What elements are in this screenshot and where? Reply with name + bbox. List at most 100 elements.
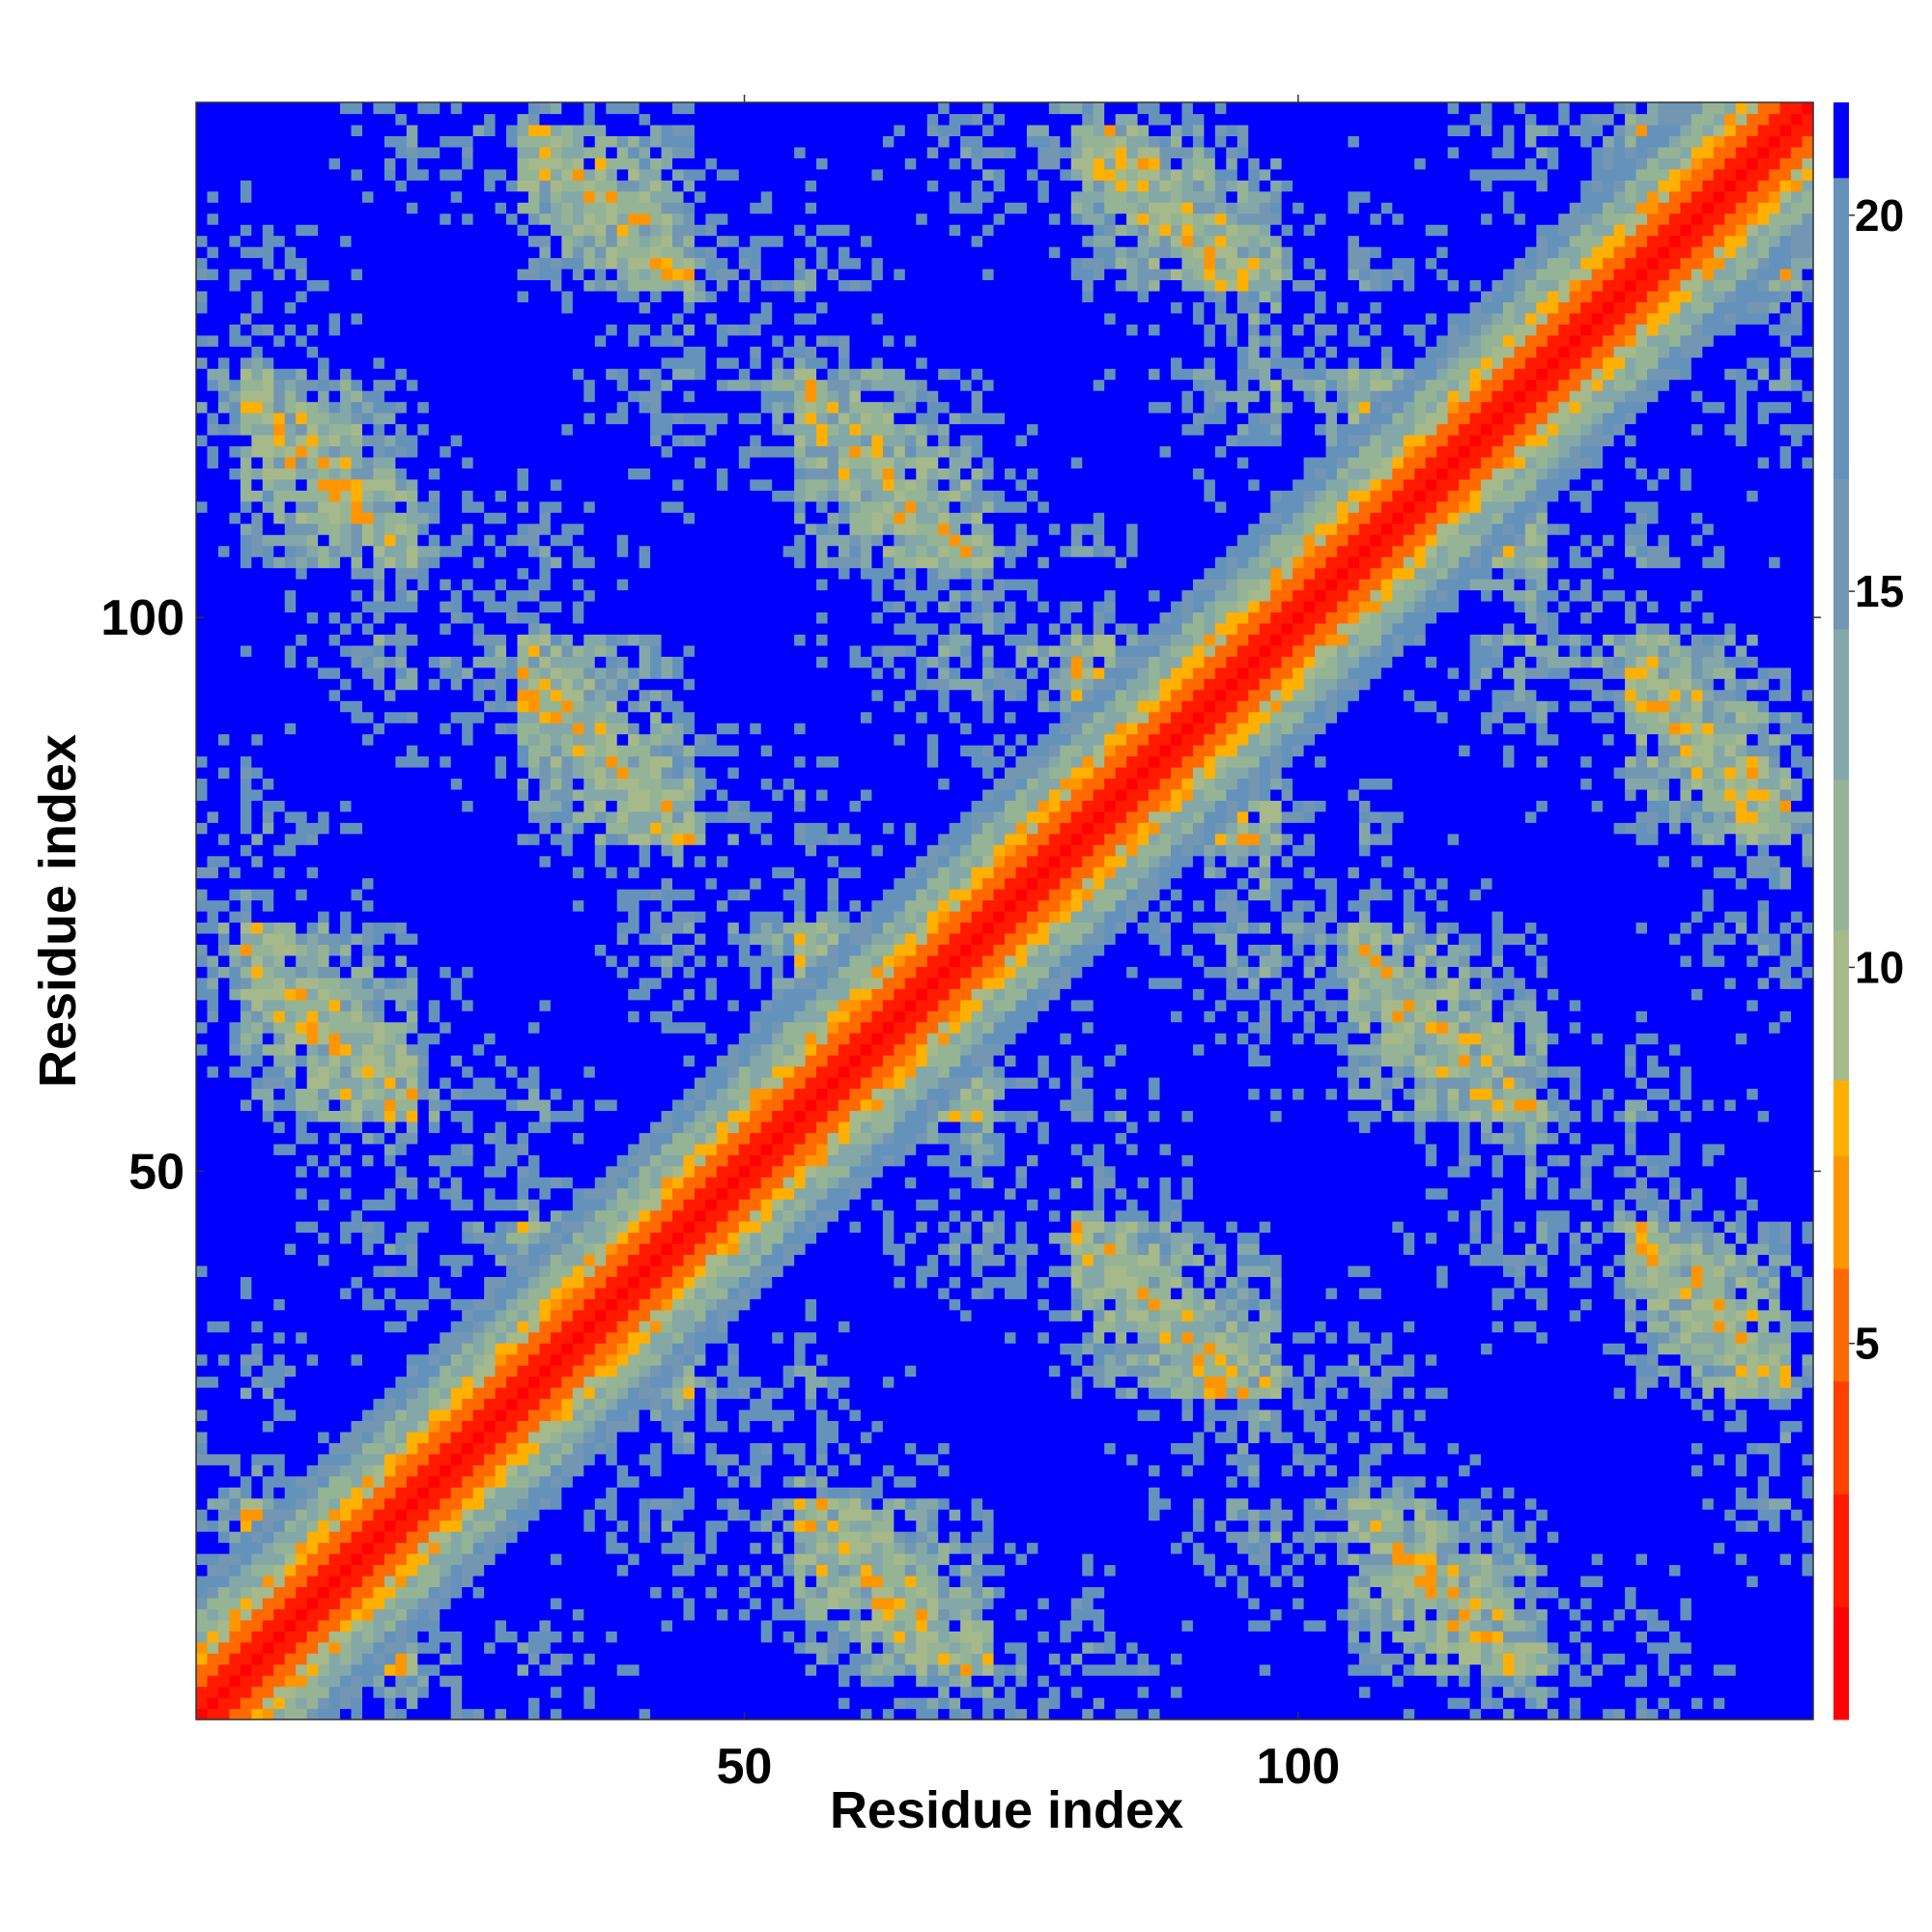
heatmap-cell xyxy=(1447,1509,1460,1521)
heatmap-cell xyxy=(1037,1608,1050,1621)
heatmap-cell xyxy=(484,1509,497,1521)
heatmap-cell xyxy=(782,1575,795,1588)
heatmap-cell xyxy=(1358,1586,1371,1599)
heatmap-cell xyxy=(1303,1509,1316,1521)
heatmap-cell xyxy=(572,1509,584,1521)
heatmap-cell xyxy=(1170,1575,1183,1588)
heatmap-cell xyxy=(495,1453,507,1465)
heatmap-cell xyxy=(1735,1408,1747,1422)
heatmap-cell xyxy=(683,1531,696,1544)
heatmap-cell xyxy=(318,1641,330,1654)
heatmap-cell xyxy=(550,1675,562,1688)
heatmap-cell xyxy=(361,1509,375,1521)
heatmap-cell xyxy=(1204,1509,1216,1521)
heatmap-cell xyxy=(395,1542,408,1554)
heatmap-cell xyxy=(395,1631,408,1643)
heatmap-cell xyxy=(1293,1641,1305,1654)
heatmap-cell xyxy=(1436,1487,1449,1499)
heatmap-cell xyxy=(1226,1608,1238,1621)
heatmap-cell xyxy=(1170,1387,1183,1400)
heatmap-cell xyxy=(1613,1631,1626,1643)
heatmap-cell xyxy=(583,1475,596,1488)
heatmap-cell xyxy=(1336,1487,1350,1499)
heatmap-cell xyxy=(849,1343,862,1355)
heatmap-cell xyxy=(738,1497,751,1510)
heatmap-cell xyxy=(1149,1408,1161,1422)
heatmap-cell xyxy=(871,1464,884,1477)
heatmap-cell xyxy=(1104,1387,1117,1400)
heatmap-cell xyxy=(1569,1464,1581,1477)
heatmap-cell xyxy=(628,1608,640,1621)
heatmap-cell xyxy=(1115,1564,1127,1577)
heatmap-cell xyxy=(450,1619,463,1632)
heatmap-cell xyxy=(273,1531,286,1544)
heatmap-cell xyxy=(1414,1408,1427,1422)
heatmap-cell xyxy=(982,1509,995,1521)
heatmap-cell xyxy=(351,1475,363,1488)
heatmap-cell xyxy=(794,1376,807,1388)
heatmap-cell xyxy=(506,1353,519,1366)
heatmap-cell xyxy=(1181,1686,1194,1698)
heatmap-cell xyxy=(1547,1442,1559,1455)
heatmap-cell xyxy=(1403,1686,1415,1698)
heatmap-cell xyxy=(1713,1376,1725,1388)
heatmap-cell xyxy=(284,1631,297,1643)
heatmap-cell xyxy=(1668,1464,1682,1477)
heatmap-cell xyxy=(1380,1575,1393,1588)
heatmap-cell xyxy=(384,1542,396,1554)
heatmap-cell xyxy=(982,1464,995,1477)
heatmap-cell xyxy=(1170,1509,1183,1521)
heatmap-cell xyxy=(1747,1408,1759,1422)
heatmap-cell xyxy=(838,1408,851,1422)
heatmap-cell xyxy=(1757,1586,1770,1599)
heatmap-cell xyxy=(860,1675,873,1688)
heatmap-cell xyxy=(1005,1408,1017,1422)
heatmap-cell xyxy=(1293,1553,1305,1566)
heatmap-cell xyxy=(1137,1464,1150,1477)
heatmap-cell xyxy=(1015,1586,1028,1599)
heatmap-cell xyxy=(904,1453,917,1465)
heatmap-cell xyxy=(1303,1631,1316,1643)
heatmap-cell xyxy=(1037,1586,1050,1599)
heatmap-cell xyxy=(1802,1663,1814,1676)
heatmap-cell xyxy=(705,1387,718,1400)
heatmap-cell xyxy=(1658,1663,1670,1676)
heatmap-cell xyxy=(1580,1464,1593,1477)
heatmap-cell xyxy=(1336,1697,1350,1710)
heatmap-cell xyxy=(650,1608,663,1621)
heatmap-cell xyxy=(1259,1631,1271,1643)
heatmap-cell xyxy=(1392,1353,1405,1366)
heatmap-cell xyxy=(1757,1509,1770,1521)
heatmap-cell xyxy=(1370,1475,1382,1488)
heatmap-cell xyxy=(1635,1553,1648,1566)
heatmap-cell xyxy=(1414,1464,1427,1477)
heatmap-cell xyxy=(794,1475,807,1488)
heatmap-cell xyxy=(472,1475,485,1488)
heatmap-cell xyxy=(284,1343,297,1355)
heatmap-cell xyxy=(1524,1398,1537,1410)
heatmap-cell xyxy=(229,1575,242,1588)
heatmap-cell xyxy=(1248,1708,1261,1720)
heatmap-cell xyxy=(1735,1608,1747,1621)
heatmap-cell xyxy=(1502,1475,1516,1488)
heatmap-cell xyxy=(495,1663,507,1676)
heatmap-cell xyxy=(1724,1442,1737,1455)
heatmap-cell xyxy=(1325,1365,1338,1378)
heatmap-cell xyxy=(495,1376,507,1388)
heatmap-cell xyxy=(1181,1675,1194,1688)
heatmap-cell xyxy=(539,1686,552,1698)
heatmap-cell xyxy=(1690,1464,1703,1477)
heatmap-cell xyxy=(716,1520,728,1532)
heatmap-cell xyxy=(894,1575,906,1588)
heatmap-cell xyxy=(440,1387,452,1400)
heatmap-cell xyxy=(340,1586,353,1599)
heatmap-cell xyxy=(1149,1553,1161,1566)
heatmap-cell xyxy=(938,1631,951,1643)
heatmap-cell xyxy=(196,1376,209,1388)
heatmap-cell xyxy=(1325,1542,1338,1554)
heatmap-cell xyxy=(373,1641,385,1654)
heatmap-cell xyxy=(1569,1641,1581,1654)
heatmap-cell xyxy=(1048,1408,1061,1422)
heatmap-cell xyxy=(1137,1675,1150,1688)
heatmap-cell xyxy=(1358,1708,1371,1720)
